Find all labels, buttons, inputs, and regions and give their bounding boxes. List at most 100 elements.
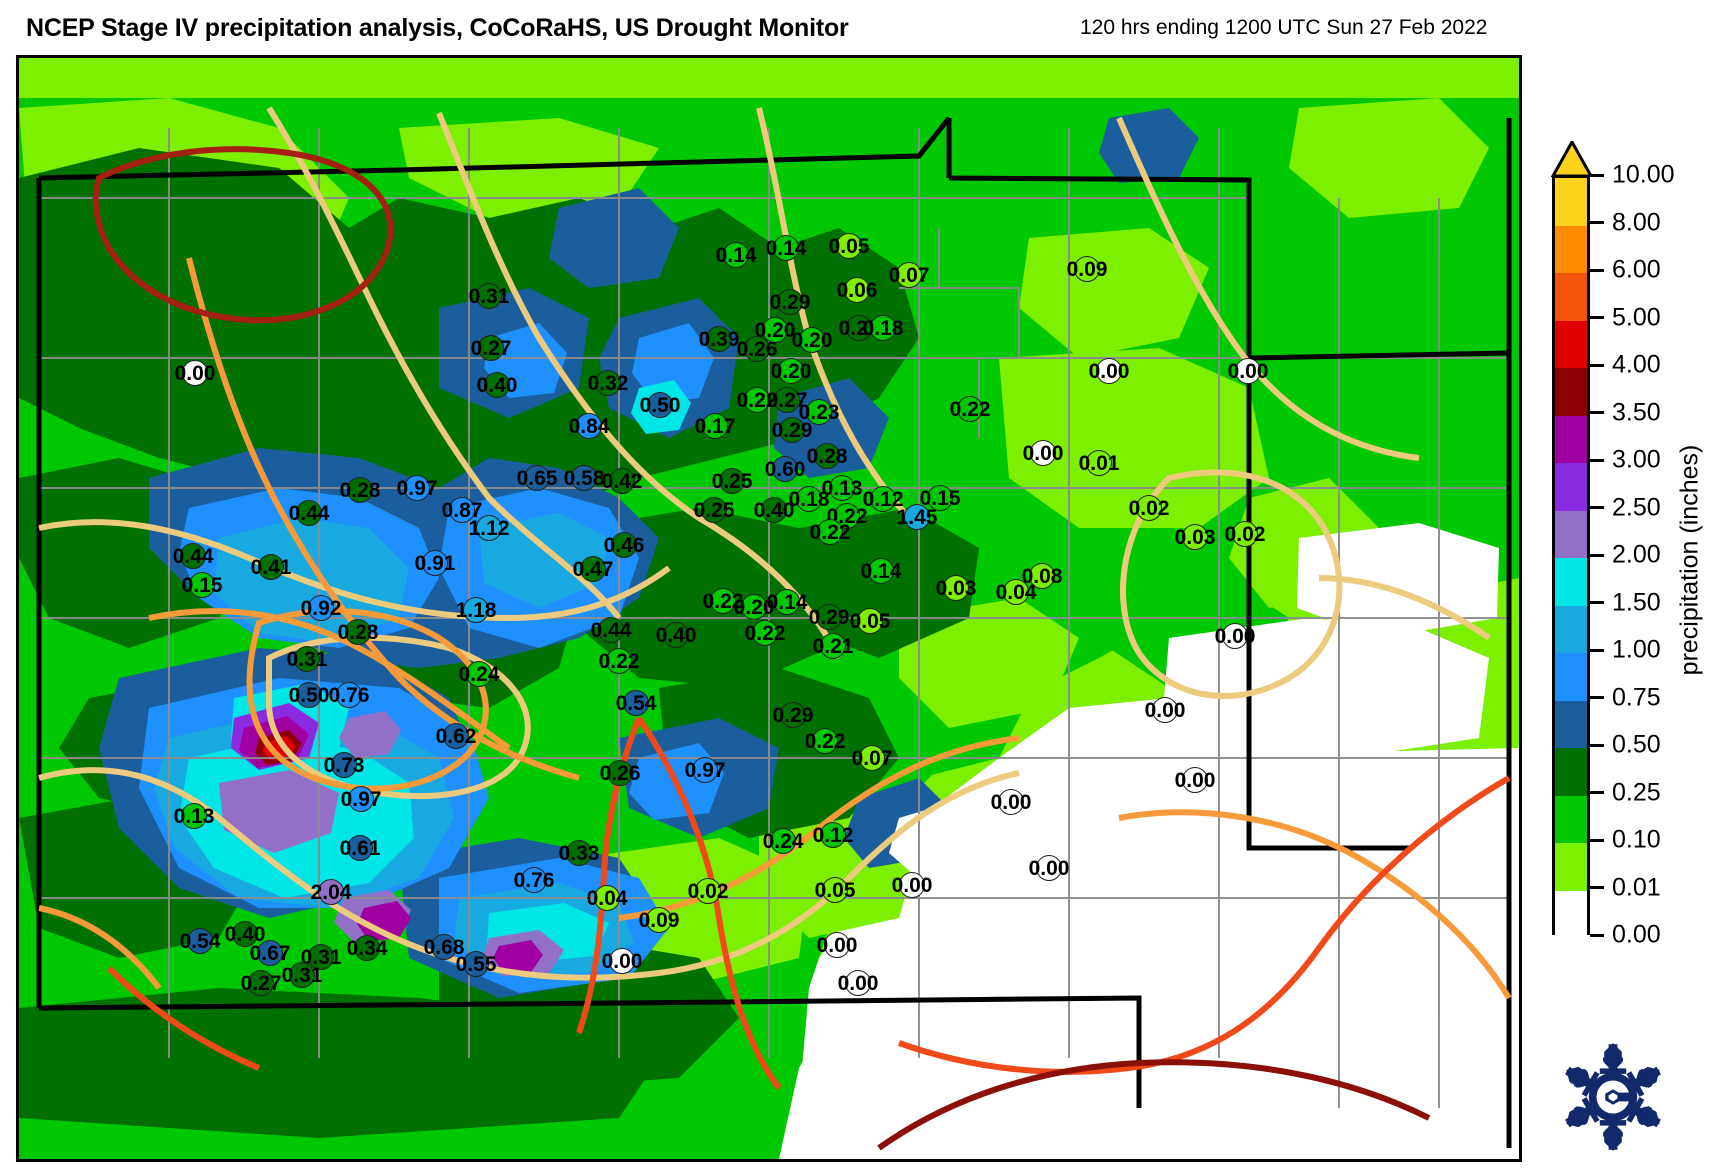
station-observation[interactable]: 0.91 <box>405 538 465 588</box>
station-observation[interactable]: 0.03 <box>926 563 986 613</box>
station-marker[interactable] <box>524 465 550 491</box>
station-marker[interactable] <box>836 233 862 259</box>
station-marker[interactable] <box>623 690 649 716</box>
station-observation[interactable]: 0.05 <box>840 596 900 646</box>
station-marker[interactable] <box>692 757 718 783</box>
station-observation[interactable]: 0.84 <box>559 401 619 451</box>
station-observation[interactable]: 0.14 <box>757 577 817 627</box>
station-marker[interactable] <box>1182 524 1208 550</box>
station-observation[interactable]: 0.97 <box>387 463 447 513</box>
station-observation[interactable]: 0.02 <box>1215 509 1275 559</box>
station-marker[interactable] <box>817 519 843 545</box>
station-marker[interactable] <box>774 387 800 413</box>
station-observation[interactable]: 0.26 <box>590 748 650 798</box>
station-marker[interactable] <box>822 877 848 903</box>
station-marker[interactable] <box>896 262 922 288</box>
station-observation[interactable]: 0.09 <box>1057 244 1117 294</box>
station-marker[interactable] <box>181 803 207 829</box>
station-marker[interactable] <box>289 962 315 988</box>
station-observation[interactable]: 0.09 <box>629 895 689 945</box>
station-observation[interactable]: 0.08 <box>1012 551 1072 601</box>
station-marker[interactable] <box>318 879 344 905</box>
station-marker[interactable] <box>443 723 469 749</box>
station-marker[interactable] <box>778 358 804 384</box>
station-marker[interactable] <box>180 543 206 569</box>
station-marker[interactable] <box>773 235 799 261</box>
station-observation[interactable]: 0.41 <box>241 542 301 592</box>
station-observation[interactable]: 0.31 <box>277 634 337 684</box>
station-marker[interactable] <box>998 789 1024 815</box>
station-marker[interactable] <box>463 597 489 623</box>
station-observation[interactable]: 0.22 <box>940 384 1000 434</box>
station-marker[interactable] <box>812 728 838 754</box>
station-marker[interactable] <box>308 595 334 621</box>
station-observation[interactable]: 0.24 <box>449 649 509 699</box>
station-marker[interactable] <box>422 550 448 576</box>
station-observation[interactable]: 0.15 <box>910 473 970 523</box>
station-observation[interactable]: 0.28 <box>328 607 388 657</box>
station-marker[interactable] <box>576 413 602 439</box>
station-marker[interactable] <box>476 283 502 309</box>
station-observation[interactable]: 0.15 <box>172 560 232 610</box>
station-marker[interactable] <box>606 648 632 674</box>
station-observation[interactable]: 0.27 <box>461 323 521 373</box>
station-observation[interactable]: 0.44 <box>279 488 339 538</box>
station-observation[interactable]: 0.04 <box>986 567 1046 617</box>
station-observation[interactable]: 0.13 <box>812 463 872 513</box>
station-observation[interactable]: 0.60 <box>755 444 815 494</box>
station-observation[interactable]: 0.40 <box>215 909 275 959</box>
station-marker[interactable] <box>1036 855 1062 881</box>
station-observation[interactable]: 0.00 <box>1019 843 1079 893</box>
station-marker[interactable] <box>463 951 489 977</box>
station-observation[interactable]: 0.58 <box>554 453 614 503</box>
station-observation[interactable]: 0.13 <box>164 791 224 841</box>
station-observation[interactable]: 0.73 <box>314 740 374 790</box>
station-marker[interactable] <box>814 443 840 469</box>
station-marker[interactable] <box>820 633 846 659</box>
station-marker[interactable] <box>824 932 850 958</box>
station-observation[interactable]: 0.00 <box>807 920 867 970</box>
station-observation[interactable]: 0.62 <box>426 711 486 761</box>
station-marker[interactable] <box>702 413 728 439</box>
station-marker[interactable] <box>899 872 925 898</box>
station-marker[interactable] <box>478 335 504 361</box>
station-observation[interactable]: 0.00 <box>1218 346 1278 396</box>
station-observation[interactable]: 0.00 <box>882 860 942 910</box>
station-marker[interactable] <box>1235 358 1261 384</box>
station-observation[interactable]: 0.27 <box>231 958 291 1008</box>
station-observation[interactable]: 0.28 <box>330 465 390 515</box>
station-observation[interactable]: 1.18 <box>446 585 506 635</box>
station-observation[interactable]: 0.65 <box>507 453 567 503</box>
station-marker[interactable] <box>347 835 373 861</box>
station-observation[interactable]: 0.54 <box>606 678 666 728</box>
station-marker[interactable] <box>331 752 357 778</box>
station-observation[interactable]: 0.06 <box>827 265 887 315</box>
station-observation[interactable]: 0.14 <box>756 223 816 273</box>
station-marker[interactable] <box>663 622 689 648</box>
station-observation[interactable]: 0.33 <box>549 828 609 878</box>
station-marker[interactable] <box>744 336 770 362</box>
station-marker[interactable] <box>868 558 894 584</box>
station-marker[interactable] <box>296 500 322 526</box>
station-marker[interactable] <box>774 589 800 615</box>
station-observation[interactable]: 2.04 <box>301 867 361 917</box>
station-marker[interactable] <box>296 682 322 708</box>
station-marker[interactable] <box>1222 623 1248 649</box>
station-observation[interactable]: 1.12 <box>459 503 519 553</box>
station-observation[interactable]: 0.03 <box>1165 512 1225 562</box>
station-marker[interactable] <box>859 745 885 771</box>
station-marker[interactable] <box>308 944 334 970</box>
station-marker[interactable] <box>752 620 778 646</box>
station-marker[interactable] <box>609 948 635 974</box>
station-observation[interactable]: 0.31 <box>459 271 519 321</box>
station-observation[interactable]: 0.20 <box>761 346 821 396</box>
station-marker[interactable] <box>1136 495 1162 521</box>
station-observation[interactable]: 0.18 <box>779 474 839 524</box>
station-observation[interactable]: 0.97 <box>331 774 391 824</box>
station-observation[interactable]: 0.20 <box>782 315 842 365</box>
station-marker[interactable] <box>744 387 770 413</box>
station-observation[interactable]: 0.68 <box>414 922 474 972</box>
station-observation[interactable]: 0.18 <box>853 303 913 353</box>
station-marker[interactable] <box>449 497 475 523</box>
station-observation[interactable]: 0.42 <box>592 456 652 506</box>
